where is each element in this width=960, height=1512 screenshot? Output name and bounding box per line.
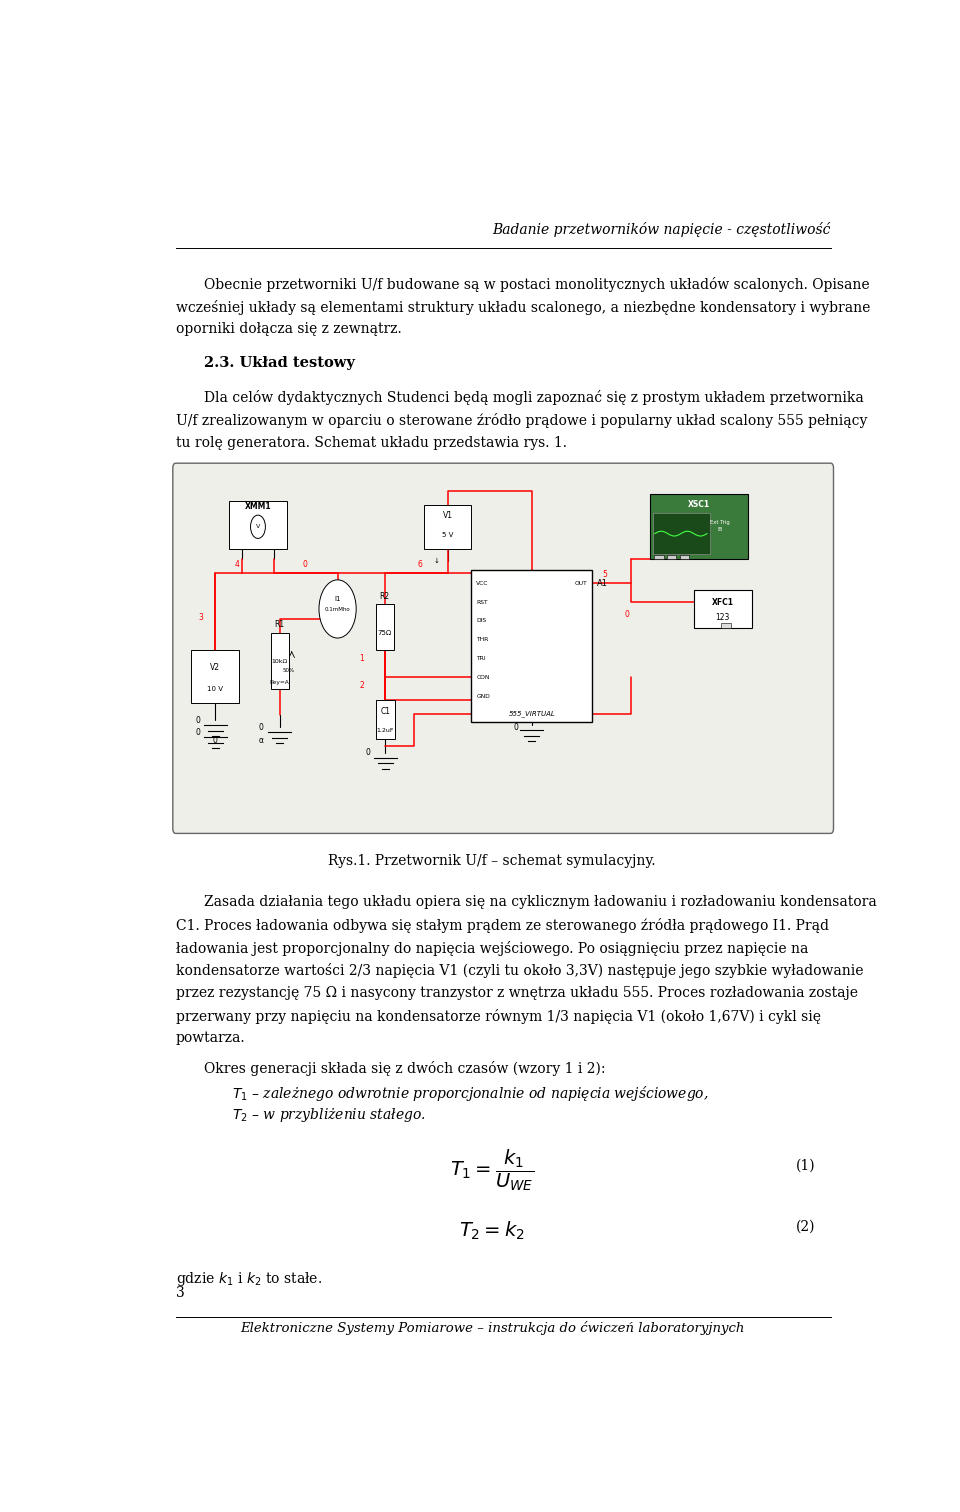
Text: TRI: TRI <box>476 656 486 661</box>
Text: tu rolę generatora. Schemat układu przedstawia rys. 1.: tu rolę generatora. Schemat układu przed… <box>176 435 566 451</box>
Text: C1: C1 <box>380 706 391 715</box>
Text: oporniki dołącza się z zewnątrz.: oporniki dołącza się z zewnątrz. <box>176 322 401 336</box>
Bar <box>654 555 663 558</box>
Text: XFC1: XFC1 <box>712 597 733 606</box>
Text: Key=A: Key=A <box>270 680 290 685</box>
Text: 0: 0 <box>514 723 518 732</box>
Text: 0: 0 <box>258 723 264 732</box>
Text: Obecnie przetworniki U/f budowane są w postaci monolitycznych układów scalonych.: Obecnie przetworniki U/f budowane są w p… <box>204 277 870 292</box>
Bar <box>423 505 471 549</box>
Bar <box>650 494 749 559</box>
Text: 1.2uF: 1.2uF <box>376 727 395 733</box>
Text: U/f zrealizowanym w oparciu o sterowane źródło prądowe i popularny układ scalony: U/f zrealizowanym w oparciu o sterowane … <box>176 413 867 428</box>
Text: 0: 0 <box>625 609 630 618</box>
Text: $T_2 = k_2$: $T_2 = k_2$ <box>459 1220 525 1243</box>
Text: GND: GND <box>476 694 491 699</box>
FancyBboxPatch shape <box>173 463 833 833</box>
Text: (2): (2) <box>796 1220 816 1234</box>
Bar <box>680 555 689 558</box>
Text: ładowania jest proporcjonalny do napięcia wejściowego. Po osiągnięciu przez napi: ładowania jest proporcjonalny do napięci… <box>176 940 808 956</box>
Bar <box>667 555 677 558</box>
Text: XSC1: XSC1 <box>688 500 710 510</box>
Text: 1: 1 <box>359 655 364 664</box>
Text: przez rezystancję 75 Ω i nasycony tranzystor z wnętrza układu 555. Proces rozład: przez rezystancję 75 Ω i nasycony tranzy… <box>176 986 858 999</box>
Text: XMM1: XMM1 <box>245 502 272 511</box>
Text: 123: 123 <box>716 612 730 621</box>
Text: V2: V2 <box>210 662 220 671</box>
Bar <box>229 500 287 549</box>
Text: 0: 0 <box>195 715 200 724</box>
Text: R2: R2 <box>379 593 390 602</box>
Text: 10kΩ: 10kΩ <box>272 659 288 664</box>
Text: I1: I1 <box>334 596 341 602</box>
Bar <box>191 650 239 703</box>
Bar <box>271 634 289 689</box>
Text: 0: 0 <box>213 736 218 745</box>
Bar <box>375 603 394 650</box>
Text: 5: 5 <box>603 570 608 579</box>
Text: Dla celów dydaktycznych Studenci będą mogli zapoznać się z prostym układem przet: Dla celów dydaktycznych Studenci będą mo… <box>204 390 864 405</box>
Text: V: V <box>256 523 260 529</box>
Text: THR: THR <box>476 637 489 643</box>
Text: Badanie przetworników napięcie - częstotliwość: Badanie przetworników napięcie - częstot… <box>492 222 830 237</box>
Text: V1: V1 <box>443 511 453 520</box>
Text: 10 V: 10 V <box>207 686 224 692</box>
Bar <box>471 570 592 721</box>
Text: 555_VIRTUAL: 555_VIRTUAL <box>509 711 555 717</box>
Text: Ext Trig: Ext Trig <box>709 520 730 525</box>
Text: $T_1 = \dfrac{k_1}{U_{WE}}$: $T_1 = \dfrac{k_1}{U_{WE}}$ <box>450 1148 534 1193</box>
Text: 50%: 50% <box>282 668 295 673</box>
Text: 0: 0 <box>195 727 200 736</box>
Text: 0: 0 <box>365 748 370 758</box>
Text: Zasada działania tego układu opiera się na cyklicznym ładowaniu i rozładowaniu k: Zasada działania tego układu opiera się … <box>204 895 876 909</box>
Text: α: α <box>258 736 264 745</box>
Text: wcześniej układy są elementami struktury układu scalonego, a niezbędne kondensat: wcześniej układy są elementami struktury… <box>176 299 870 314</box>
Text: gdzie $k_1$ i $k_2$ to stałe.: gdzie $k_1$ i $k_2$ to stałe. <box>176 1270 322 1288</box>
Text: powtarza.: powtarza. <box>176 1031 246 1045</box>
Text: C1. Proces ładowania odbywa się stałym prądem ze sterowanego źródła prądowego I1: C1. Proces ładowania odbywa się stałym p… <box>176 918 828 933</box>
Text: 3: 3 <box>198 612 204 621</box>
Text: Rys.1. Przetwornik U/f – schemat symulacyjny.: Rys.1. Przetwornik U/f – schemat symulac… <box>328 854 656 868</box>
Text: Elektroniczne Systemy Pomiarowe – instrukcja do ćwiczeń laboratoryjnych: Elektroniczne Systemy Pomiarowe – instru… <box>240 1321 744 1335</box>
Text: przerwany przy napięciu na kondensatorze równym 1/3 napięcia V1 (około 1,67V) i : przerwany przy napięciu na kondensatorze… <box>176 1009 821 1024</box>
Text: ↓: ↓ <box>433 558 440 564</box>
Text: OUT: OUT <box>574 581 588 585</box>
Text: 0.1mMho: 0.1mMho <box>324 608 350 612</box>
Bar <box>375 700 395 739</box>
Text: $T_2$ – w przybliżeniu stałego.: $T_2$ – w przybliżeniu stałego. <box>232 1107 426 1125</box>
Text: B: B <box>717 526 722 532</box>
Circle shape <box>251 516 265 538</box>
Text: 75Ω: 75Ω <box>377 631 392 637</box>
Text: 5 V: 5 V <box>442 532 453 538</box>
Text: kondensatorze wartości 2/3 napięcia V1 (czyli tu około 3,3V) następuje jego szyb: kondensatorze wartości 2/3 napięcia V1 (… <box>176 963 863 978</box>
Text: 2: 2 <box>359 682 364 691</box>
Text: $T_1$ – zależnego odwrotnie proporcjonalnie od napięcia wejściowego,: $T_1$ – zależnego odwrotnie proporcjonal… <box>232 1084 709 1102</box>
Text: 0: 0 <box>302 559 307 569</box>
Text: CON: CON <box>476 674 490 680</box>
Text: DIS: DIS <box>476 618 487 623</box>
Text: VCC: VCC <box>476 581 489 585</box>
Text: 4: 4 <box>234 559 239 569</box>
Text: A1: A1 <box>597 579 609 588</box>
Text: R1: R1 <box>275 620 285 629</box>
Bar <box>653 513 710 555</box>
Text: 3: 3 <box>176 1287 184 1300</box>
Text: 2.3. Układ testowy: 2.3. Układ testowy <box>204 357 355 370</box>
Text: Okres generacji składa się z dwóch czasów (wzory 1 i 2):: Okres generacji składa się z dwóch czasó… <box>204 1061 606 1077</box>
Text: (1): (1) <box>796 1158 816 1172</box>
Circle shape <box>319 579 356 638</box>
Bar <box>721 623 731 627</box>
Bar <box>694 590 752 627</box>
Text: RST: RST <box>476 600 488 605</box>
Text: 6: 6 <box>418 559 422 569</box>
